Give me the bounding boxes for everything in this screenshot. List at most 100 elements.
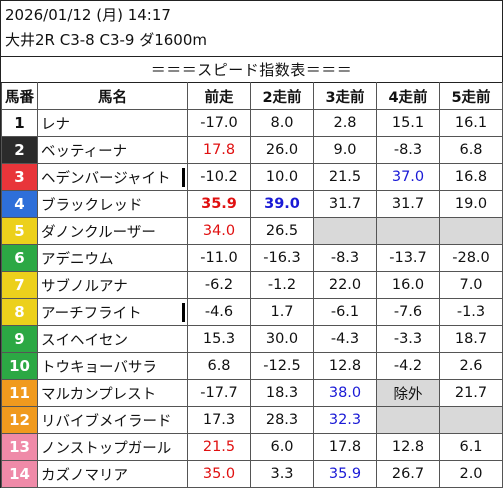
horse-name-cell: トウキョーバサラ <box>37 352 188 380</box>
horse-name: ヘデンバージャイト <box>41 170 171 187</box>
horse-name: カズノマリア <box>41 467 128 484</box>
speed-index-cell: -17.0 <box>187 109 251 137</box>
horse-name-cell: サブノルアナ <box>37 271 188 299</box>
speed-index-cell <box>439 406 503 434</box>
speed-index-cell <box>313 217 377 245</box>
horse-name-cell: レナ <box>37 109 188 137</box>
horse-number: 13 <box>1 433 38 461</box>
horse-number: 2 <box>1 136 38 164</box>
horse-number: 7 <box>1 271 38 299</box>
speed-index-cell <box>376 217 440 245</box>
horse-name: サブノルアナ <box>41 278 128 295</box>
speed-index-cell: -7.6 <box>376 298 440 326</box>
horse-name-cell: ヘデンバージャイト <box>37 163 188 191</box>
speed-index-cell: -4.6 <box>187 298 251 326</box>
speed-index-cell: -11.0 <box>187 244 251 272</box>
speed-index-cell: -16.3 <box>250 244 314 272</box>
speed-index-cell: 21.7 <box>439 379 503 407</box>
speed-index-cell: 12.8 <box>313 352 377 380</box>
speed-index-cell: 37.0 <box>376 163 440 191</box>
speed-index-cell: 28.3 <box>250 406 314 434</box>
horse-name: リバイブメイラード <box>41 413 172 430</box>
speed-index-cell: -8.3 <box>313 244 377 272</box>
marker-bar <box>182 168 185 187</box>
table-header-row: 馬番 馬名 前走 2走前 3走前 4走前 5走前 <box>1 82 503 110</box>
speed-index-cell: -17.7 <box>187 379 251 407</box>
horse-number: 5 <box>1 217 38 245</box>
speed-index-cell: 1.7 <box>250 298 314 326</box>
speed-index-cell: 除外 <box>376 379 440 407</box>
col-header-2-races-ago: 2走前 <box>250 82 314 110</box>
speed-index-cell: 10.0 <box>250 163 314 191</box>
speed-index-cell: 22.0 <box>313 271 377 299</box>
speed-index-cell: 26.7 <box>376 460 440 488</box>
speed-index-cell: 16.8 <box>439 163 503 191</box>
horse-number: 3 <box>1 163 38 191</box>
horse-name: アーチフライト <box>41 305 142 322</box>
speed-index-cell: 38.0 <box>313 379 377 407</box>
col-header-3-races-ago: 3走前 <box>313 82 377 110</box>
horse-number: 11 <box>1 379 38 407</box>
horse-name: トウキョーバサラ <box>41 359 157 376</box>
speed-index-cell: -4.3 <box>313 325 377 353</box>
horse-name: ノンストップガール <box>41 440 172 457</box>
col-header-last-race: 前走 <box>187 82 251 110</box>
speed-index-cell: 26.5 <box>250 217 314 245</box>
speed-index-cell: -1.3 <box>439 298 503 326</box>
speed-index-cell: 15.1 <box>376 109 440 137</box>
horse-name: マルカンプレスト <box>41 386 157 403</box>
horse-number: 12 <box>1 406 38 434</box>
col-header-horse-name: 馬名 <box>37 82 188 110</box>
horse-name-cell: スイヘイセン <box>37 325 188 353</box>
table-body: 1 レナ -17.0 8.0 2.8 15.1 16.1 2 ベッティーナ 17.8 26.0 9.0… <box>1 109 503 488</box>
speed-index-cell: 2.6 <box>439 352 503 380</box>
speed-index-cell: 17.3 <box>187 406 251 434</box>
speed-index-cell: 16.1 <box>439 109 503 137</box>
table-row: 2 ベッティーナ 17.8 26.0 9.0 -8.3 6.8 <box>1 136 503 164</box>
speed-index-table: 馬番 馬名 前走 2走前 3走前 4走前 5走前 1 レナ -17.0 8.0 2.8 1… <box>1 82 503 488</box>
table-row: 3 ヘデンバージャイト -10.2 10.0 21.5 37.0 16.8 <box>1 163 503 191</box>
speed-index-cell: 30.0 <box>250 325 314 353</box>
speed-index-cell: 6.0 <box>250 433 314 461</box>
speed-index-cell: 18.7 <box>439 325 503 353</box>
col-header-4-races-ago: 4走前 <box>376 82 440 110</box>
horse-name: アデニウム <box>41 251 114 268</box>
speed-index-cell: 17.8 <box>187 136 251 164</box>
speed-index-cell: 31.7 <box>313 190 377 218</box>
table-row: 6 アデニウム -11.0 -16.3 -8.3 -13.7 -28.0 <box>1 244 503 272</box>
table-row: 10 トウキョーバサラ 6.8 -12.5 12.8 -4.2 2.6 <box>1 352 503 380</box>
speed-index-cell: 12.8 <box>376 433 440 461</box>
table-row: 5 ダノンクルーザー 34.0 26.5 <box>1 217 503 245</box>
horse-name-cell: カズノマリア <box>37 460 188 488</box>
speed-index-cell: 39.0 <box>250 190 314 218</box>
speed-index-cell: -8.3 <box>376 136 440 164</box>
speed-index-cell: 34.0 <box>187 217 251 245</box>
speed-index-cell: 18.3 <box>250 379 314 407</box>
speed-index-cell: -1.2 <box>250 271 314 299</box>
speed-index-cell: 35.9 <box>187 190 251 218</box>
horse-name: ブラックレッド <box>41 197 143 214</box>
speed-index-cell: -4.2 <box>376 352 440 380</box>
horse-name-cell: マルカンプレスト <box>37 379 188 407</box>
horse-name: ダノンクルーザー <box>41 224 156 241</box>
header-divider <box>1 56 502 57</box>
speed-index-cell: -10.2 <box>187 163 251 191</box>
table-row: 8 アーチフライト -4.6 1.7 -6.1 -7.6 -1.3 <box>1 298 503 326</box>
speed-index-cell: 21.5 <box>313 163 377 191</box>
table-row: 1 レナ -17.0 8.0 2.8 15.1 16.1 <box>1 109 503 137</box>
table-row: 14 カズノマリア 35.0 3.3 35.9 26.7 2.0 <box>1 460 503 488</box>
speed-index-cell: 35.0 <box>187 460 251 488</box>
speed-index-cell: -28.0 <box>439 244 503 272</box>
speed-index-cell: 16.0 <box>376 271 440 299</box>
speed-index-cell: -3.3 <box>376 325 440 353</box>
speed-index-cell: -6.2 <box>187 271 251 299</box>
horse-name-cell: アデニウム <box>37 244 188 272</box>
horse-name: レナ <box>41 116 70 133</box>
speed-index-cell: 9.0 <box>313 136 377 164</box>
race-info-text: 大井2R C3-8 C3-9 ダ1600m <box>5 31 208 49</box>
horse-name: ベッティーナ <box>41 143 128 160</box>
table-row: 12 リバイブメイラード 17.3 28.3 32.3 <box>1 406 503 434</box>
speed-index-cell: 26.0 <box>250 136 314 164</box>
speed-index-cell: 6.8 <box>187 352 251 380</box>
